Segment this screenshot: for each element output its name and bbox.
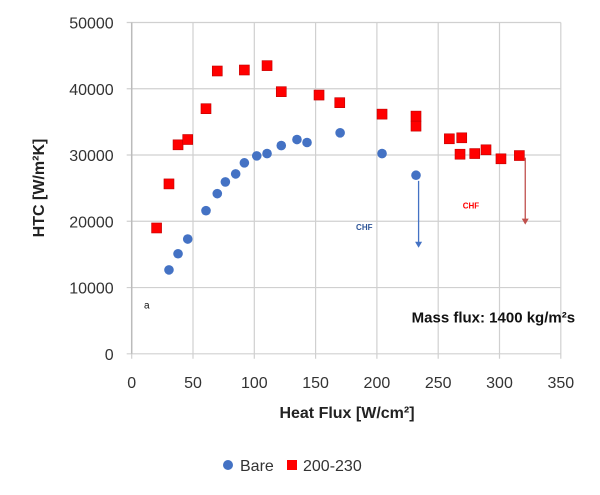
point-bare [335, 128, 345, 138]
x-tick-label: 300 [486, 375, 513, 392]
point-bare [212, 188, 223, 199]
point-200-230 [495, 153, 507, 165]
chf-label: CHF [463, 202, 480, 211]
point-bare [262, 148, 272, 159]
x-tick-label: 150 [302, 375, 329, 392]
point-bare [164, 265, 174, 275]
point-200-230 [211, 65, 223, 77]
point-bare [302, 137, 312, 148]
x-tick-label: 0 [127, 375, 136, 392]
point-200-230 [200, 103, 212, 115]
tick-labels: 0 50 100 150 200 250 300 350 0 10000 20000 30000 400… [69, 16, 574, 392]
legend-marker-bare [223, 460, 233, 470]
legend-label-bare: Bare [240, 458, 274, 475]
legend-marker-200-230 [287, 460, 297, 470]
point-bare [239, 158, 250, 168]
x-axis-label: Heat Flux [W/cm²] [279, 405, 414, 422]
y-tick-label: 20000 [69, 214, 114, 231]
point-200-230 [514, 150, 525, 161]
x-tick-label: 350 [547, 375, 574, 392]
point-bare [230, 169, 241, 179]
point-200-230 [182, 134, 194, 145]
point-200-230 [334, 97, 346, 108]
x-tick-label: 100 [241, 375, 268, 392]
point-200-230 [313, 89, 325, 101]
legend: Bare 200-230 [223, 458, 362, 475]
legend-label-200-230: 200-230 [303, 458, 362, 475]
point-bare [173, 248, 183, 259]
point-200-230 [376, 108, 388, 120]
point-200-230 [456, 132, 468, 144]
point-200-230 [261, 60, 273, 71]
point-200-230 [480, 144, 492, 156]
y-tick-label: 50000 [69, 16, 114, 33]
point-bare [377, 148, 387, 159]
point-bare [182, 234, 193, 244]
y-tick-label: 10000 [69, 281, 114, 298]
point-bare [251, 151, 262, 161]
point-bare [220, 177, 231, 187]
y-tick-label: 30000 [69, 148, 114, 165]
mass-flux-label: Mass flux: 1400 kg/m²s [412, 310, 575, 327]
annotations: CHF CHF Mass flux: 1400 kg/m²s a [144, 157, 575, 327]
point-bare [276, 140, 287, 151]
y-axis-label: HTC [W/m²K] [31, 139, 48, 238]
point-200-230 [163, 178, 175, 190]
point-bare [292, 134, 302, 145]
point-bare [201, 205, 211, 216]
point-200-230 [444, 133, 455, 145]
chf-label: CHF [356, 223, 373, 232]
x-tick-label: 200 [364, 375, 391, 392]
data-points [151, 60, 525, 275]
panel-label: a [144, 301, 150, 312]
point-200-230 [469, 148, 481, 159]
y-tick-label: 0 [105, 347, 114, 364]
chf-arrow-head [415, 241, 423, 248]
point-200-230 [410, 120, 422, 132]
point-200-230 [151, 222, 162, 234]
point-200-230 [239, 64, 250, 76]
x-tick-label: 250 [425, 375, 452, 392]
x-tick-label: 50 [184, 375, 202, 392]
chf-arrow-head [521, 218, 529, 225]
point-bare [411, 170, 421, 181]
point-200-230 [275, 86, 287, 97]
point-200-230 [172, 139, 184, 151]
point-200-230 [454, 148, 466, 160]
y-tick-label: 40000 [69, 82, 114, 99]
point-200-230 [410, 110, 422, 122]
grid [126, 21, 562, 359]
